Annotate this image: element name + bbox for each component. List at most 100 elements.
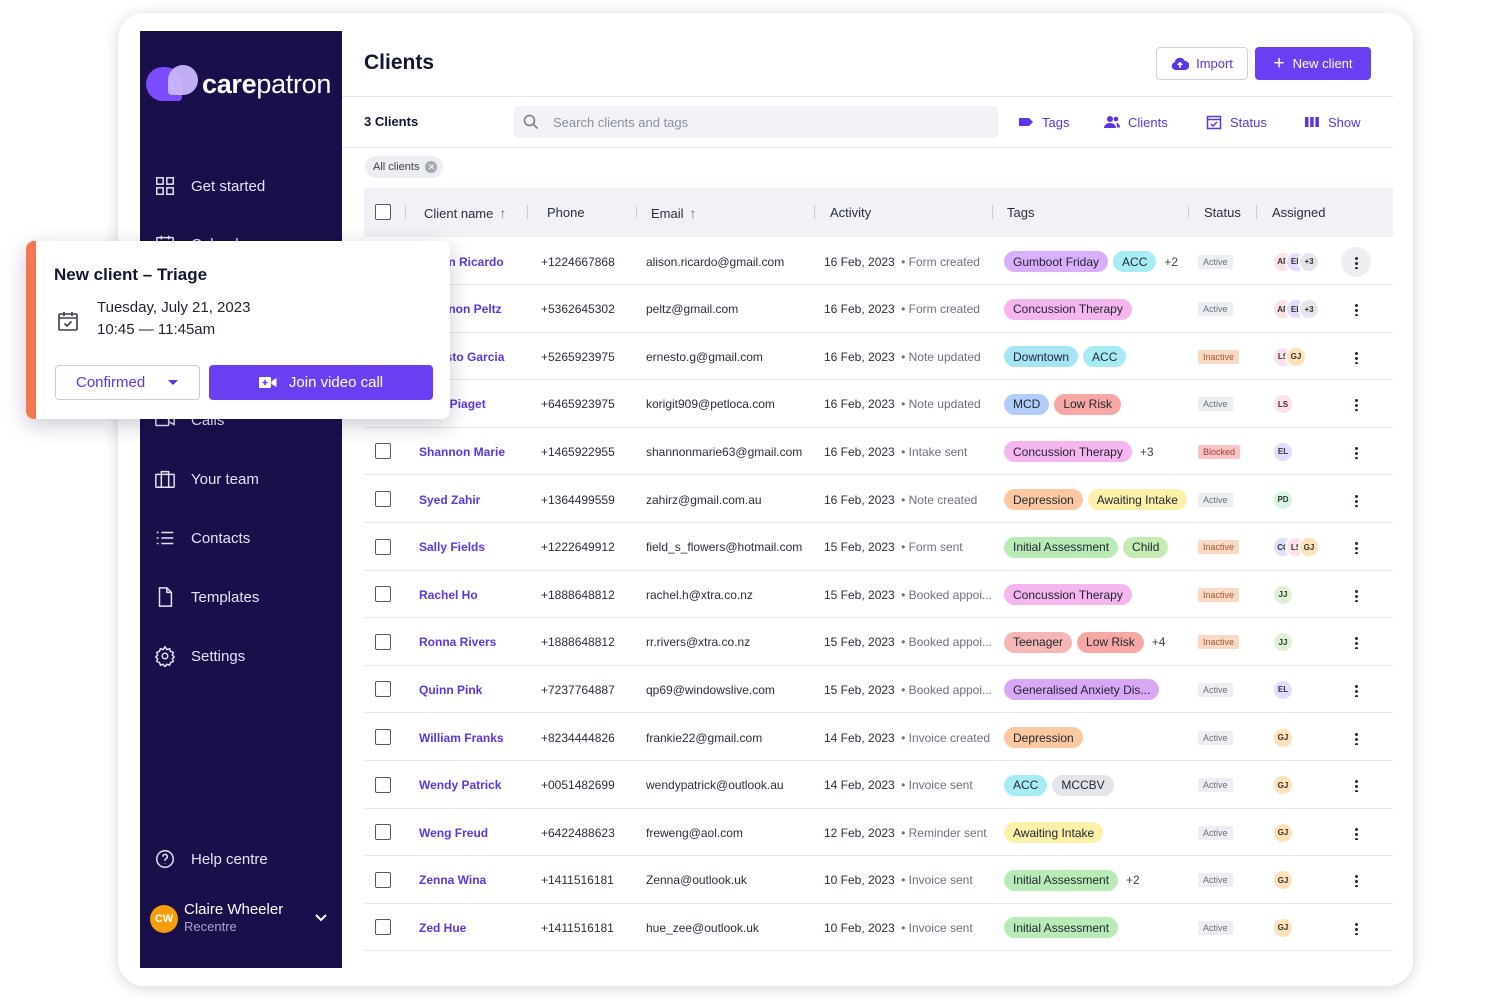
clients-filter-button[interactable]: Clients (1104, 114, 1168, 130)
search-box[interactable] (514, 106, 998, 138)
client-name-link[interactable]: Quinn Pink (419, 682, 483, 697)
row-menu-button[interactable] (1341, 580, 1371, 610)
column-tags[interactable]: Tags (1007, 205, 1034, 220)
row-menu-button[interactable] (1341, 533, 1371, 563)
tag-chip[interactable]: Awaiting Intake (1004, 822, 1104, 844)
tag-chip[interactable]: Initial Assessment (1004, 536, 1119, 558)
sidebar-item-your-team[interactable]: Your team (154, 466, 259, 492)
tag-chip[interactable]: Depression (1004, 727, 1083, 748)
row-checkbox[interactable] (375, 443, 391, 460)
tag-chip[interactable]: ACC (1113, 251, 1157, 272)
more-tags-count[interactable]: +3 (1139, 444, 1154, 459)
tag-chip[interactable]: Low Risk (1077, 631, 1144, 653)
tag-chip[interactable]: MCD (1004, 393, 1050, 415)
chevron-down-icon[interactable] (313, 909, 329, 925)
row-checkbox[interactable] (375, 824, 391, 841)
table-row[interactable]: Shannon Peltz +5362645302 peltz@gmail.com 1… (364, 286, 1393, 333)
search-input[interactable] (553, 114, 973, 130)
carepatron-logo[interactable]: carepatron (146, 65, 336, 105)
row-checkbox[interactable] (375, 919, 391, 936)
tag-chip[interactable]: Child (1123, 536, 1169, 558)
tag-chip[interactable]: Gumboot Friday (1004, 251, 1109, 272)
column-assigned[interactable]: Assigned (1272, 205, 1325, 220)
row-menu-button[interactable] (1341, 628, 1371, 658)
row-menu-button[interactable] (1341, 390, 1371, 420)
client-name-link[interactable]: Syed Zahir (419, 492, 481, 507)
row-checkbox[interactable] (375, 729, 391, 745)
row-checkbox[interactable] (375, 681, 391, 698)
user-menu[interactable]: CW Claire Wheeler Recentre (150, 899, 330, 939)
column-activity[interactable]: Activity (830, 205, 871, 220)
table-row[interactable]: Jean Piaget +6465923975 korigit909@petloca… (364, 381, 1393, 428)
client-name-link[interactable]: Ronna Rivers (419, 635, 497, 650)
appointment-popup[interactable]: New client – Triage Tuesday, July 21, 20… (26, 241, 450, 419)
table-row[interactable]: Weng Freud +6422488623 freweng@aol.com 12 F… (364, 809, 1393, 857)
table-row[interactable]: Alison Ricardo +1224667868 alison.ricardo@… (364, 238, 1393, 285)
tag-chip[interactable]: Concussion Therapy (1004, 298, 1132, 320)
client-name-link[interactable]: William Franks (419, 730, 504, 745)
new-client-button[interactable]: + New client (1255, 47, 1371, 80)
table-row[interactable]: Shannon Marie +1465922955 shannonmarie63@g… (364, 428, 1393, 476)
row-checkbox[interactable] (375, 776, 391, 793)
row-checkbox[interactable] (375, 491, 391, 507)
sidebar-item-templates[interactable]: Templates (154, 584, 259, 610)
more-tags-count[interactable]: +2 (1126, 873, 1140, 888)
tag-chip[interactable]: Generalised Anxiety Dis... (1004, 679, 1160, 701)
row-menu-button[interactable] (1341, 818, 1371, 848)
row-checkbox[interactable] (375, 871, 391, 888)
column-email[interactable]: Email ↑ (651, 205, 697, 221)
row-menu-button[interactable] (1341, 295, 1371, 325)
tag-chip[interactable]: Initial Assessment (1004, 869, 1119, 891)
sidebar-item-help-centre[interactable]: Help centre (154, 846, 268, 872)
table-row[interactable]: Wendy Patrick +0051482699 wendypatrick@out… (364, 762, 1393, 809)
tag-chip[interactable]: MCCBV (1052, 774, 1114, 796)
client-name-link[interactable]: Rachel Ho (419, 587, 478, 602)
show-columns-button[interactable]: Show (1304, 114, 1361, 130)
tag-chip[interactable]: Initial Assessment (1004, 917, 1119, 939)
table-row[interactable]: Zed Hue +1411516181 hue_zee@outlook.uk 10 F… (364, 904, 1393, 952)
column-client-name[interactable]: Client name ↑ (424, 205, 506, 221)
table-row[interactable]: Zenna Wina +1411516181 Zenna@outlook.uk 10 … (364, 857, 1393, 904)
table-row[interactable]: William Franks +8234444826 frankie22@gmail… (364, 714, 1393, 761)
row-menu-button[interactable] (1341, 342, 1371, 372)
import-button[interactable]: Import (1156, 47, 1248, 80)
client-name-link[interactable]: Shannon Marie (419, 444, 506, 459)
select-all-checkbox[interactable] (375, 204, 391, 220)
close-icon[interactable]: ✕ (425, 161, 438, 173)
client-name-link[interactable]: Zed Hue (419, 920, 467, 935)
row-checkbox[interactable] (375, 586, 391, 603)
join-video-call-button[interactable]: Join video call (209, 365, 433, 400)
table-row[interactable]: Quinn Pink +7237764887 qp69@windowslive.co… (364, 666, 1393, 714)
tags-filter-button[interactable]: Tags (1018, 114, 1069, 130)
table-row[interactable]: Syed Zahir +1364499559 zahirz@gmail.com.au… (364, 476, 1393, 523)
row-menu-button[interactable] (1341, 866, 1371, 896)
row-checkbox[interactable] (375, 538, 391, 555)
table-row[interactable]: Rachel Ho +1888648812 rachel.h@xtra.co.nz 1… (364, 571, 1393, 619)
more-tags-count[interactable]: +4 (1151, 635, 1166, 650)
row-menu-button[interactable] (1341, 485, 1371, 515)
row-menu-button[interactable] (1341, 723, 1371, 753)
tag-chip[interactable]: Awaiting Intake (1087, 489, 1187, 510)
row-menu-button[interactable] (1341, 771, 1371, 801)
tag-chip[interactable]: Teenager (1004, 631, 1073, 653)
tag-chip[interactable]: Concussion Therapy (1004, 441, 1132, 463)
column-phone[interactable]: Phone (547, 205, 585, 220)
table-row[interactable]: Ronna Rivers +1888648812 rr.rivers@xtra.co… (364, 619, 1393, 666)
client-name-link[interactable]: Sally Fields (419, 540, 486, 555)
sidebar-item-settings[interactable]: Settings (154, 643, 245, 669)
row-menu-button[interactable] (1341, 913, 1371, 943)
tag-chip[interactable]: Downtown (1004, 346, 1079, 368)
row-menu-button[interactable] (1341, 247, 1371, 277)
tag-chip[interactable]: Low Risk (1054, 393, 1122, 415)
tag-chip[interactable]: ACC (1083, 346, 1127, 368)
row-menu-button[interactable] (1341, 675, 1371, 705)
column-status[interactable]: Status (1204, 205, 1241, 220)
tag-chip[interactable]: ACC (1004, 774, 1048, 796)
client-name-link[interactable]: Weng Freud (419, 825, 489, 840)
row-menu-button[interactable] (1341, 437, 1371, 467)
tag-chip[interactable]: Depression (1004, 489, 1083, 510)
client-name-link[interactable]: Zenna Wina (419, 873, 487, 888)
sidebar-item-contacts[interactable]: Contacts (154, 525, 250, 551)
all-clients-chip[interactable]: All clients ✕ (365, 156, 444, 178)
sidebar-item-get-started[interactable]: Get started (154, 173, 265, 199)
